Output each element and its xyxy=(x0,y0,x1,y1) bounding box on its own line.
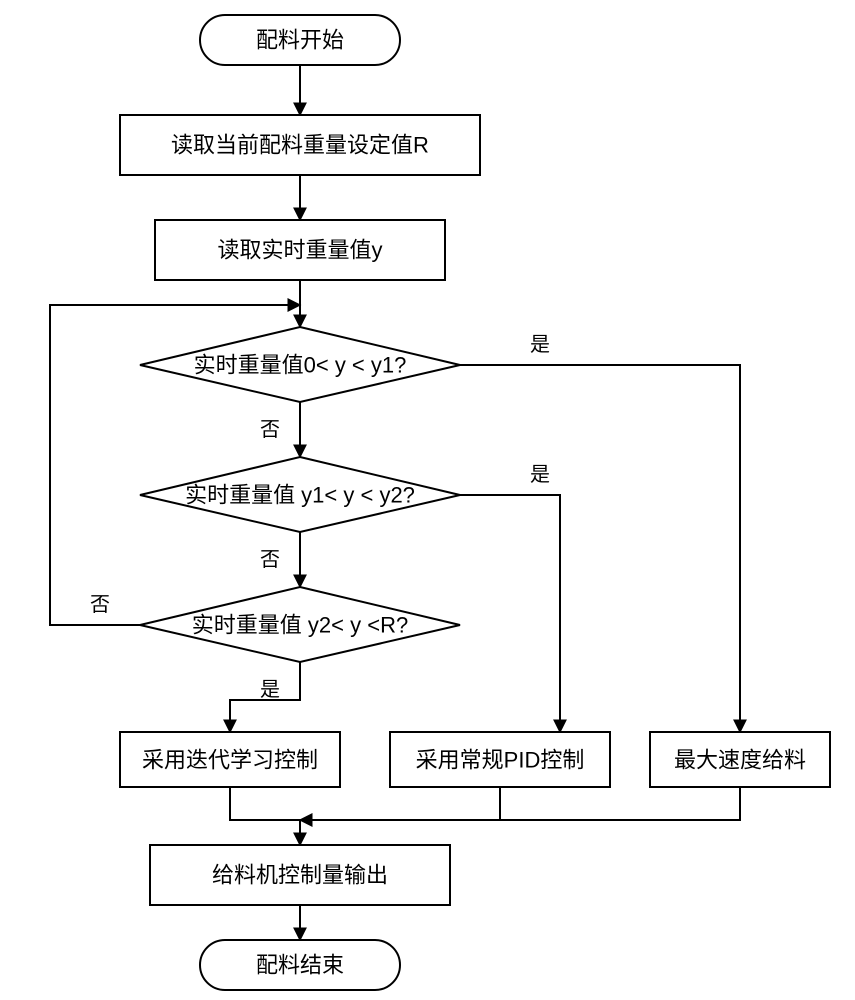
svg-text:配料开始: 配料开始 xyxy=(256,28,344,53)
svg-text:给料机控制量输出: 给料机控制量输出 xyxy=(212,863,388,888)
node-d2: 实时重量值 y1< y < y2? xyxy=(140,457,460,532)
node-iter: 采用迭代学习控制 xyxy=(120,732,340,787)
node-pid: 采用常规PID控制 xyxy=(390,732,610,787)
svg-text:实时重量值0< y < y1?: 实时重量值0< y < y1? xyxy=(194,353,407,378)
svg-text:读取实时重量值y: 读取实时重量值y xyxy=(217,238,382,263)
svg-text:实时重量值 y1< y < y2?: 实时重量值 y1< y < y2? xyxy=(185,483,415,508)
svg-text:采用迭代学习控制: 采用迭代学习控制 xyxy=(142,748,318,773)
node-d1: 实时重量值0< y < y1? xyxy=(140,327,460,402)
svg-text:读取当前配料重量设定值R: 读取当前配料重量设定值R xyxy=(171,133,429,158)
node-d3: 实时重量值 y2< y <R? xyxy=(140,587,460,662)
svg-text:配料结束: 配料结束 xyxy=(256,953,344,978)
node-output: 给料机控制量输出 xyxy=(150,845,450,905)
flowchart-svg: 是 否 是 否 否 是 配料开始 读取当前配料重量设定值R 读取实时重量值y 实… xyxy=(0,0,855,1000)
node-readY: 读取实时重量值y xyxy=(155,220,445,280)
node-maxfeed: 最大速度给料 xyxy=(650,732,830,787)
node-start: 配料开始 xyxy=(200,15,400,65)
svg-text:实时重量值 y2< y <R?: 实时重量值 y2< y <R? xyxy=(192,613,408,638)
edge-maxfeed-bus xyxy=(300,787,740,820)
svg-text:最大速度给料: 最大速度给料 xyxy=(674,748,806,773)
edge-d2-no-label: 否 xyxy=(260,549,280,571)
edge-d1-no-label: 否 xyxy=(260,419,280,441)
edge-d1-yes-label: 是 xyxy=(530,334,550,356)
edge-d1-yes xyxy=(460,365,740,732)
svg-text:采用常规PID控制: 采用常规PID控制 xyxy=(416,748,585,773)
edge-iter-bus xyxy=(230,787,300,820)
edge-d3-no-label: 否 xyxy=(90,594,110,616)
edge-d2-yes-label: 是 xyxy=(530,464,550,486)
node-end: 配料结束 xyxy=(200,940,400,990)
edge-d2-yes xyxy=(460,495,560,732)
edge-pid-bus xyxy=(300,787,500,820)
node-readR: 读取当前配料重量设定值R xyxy=(120,115,480,175)
edge-d3-yes-label: 是 xyxy=(260,679,280,701)
